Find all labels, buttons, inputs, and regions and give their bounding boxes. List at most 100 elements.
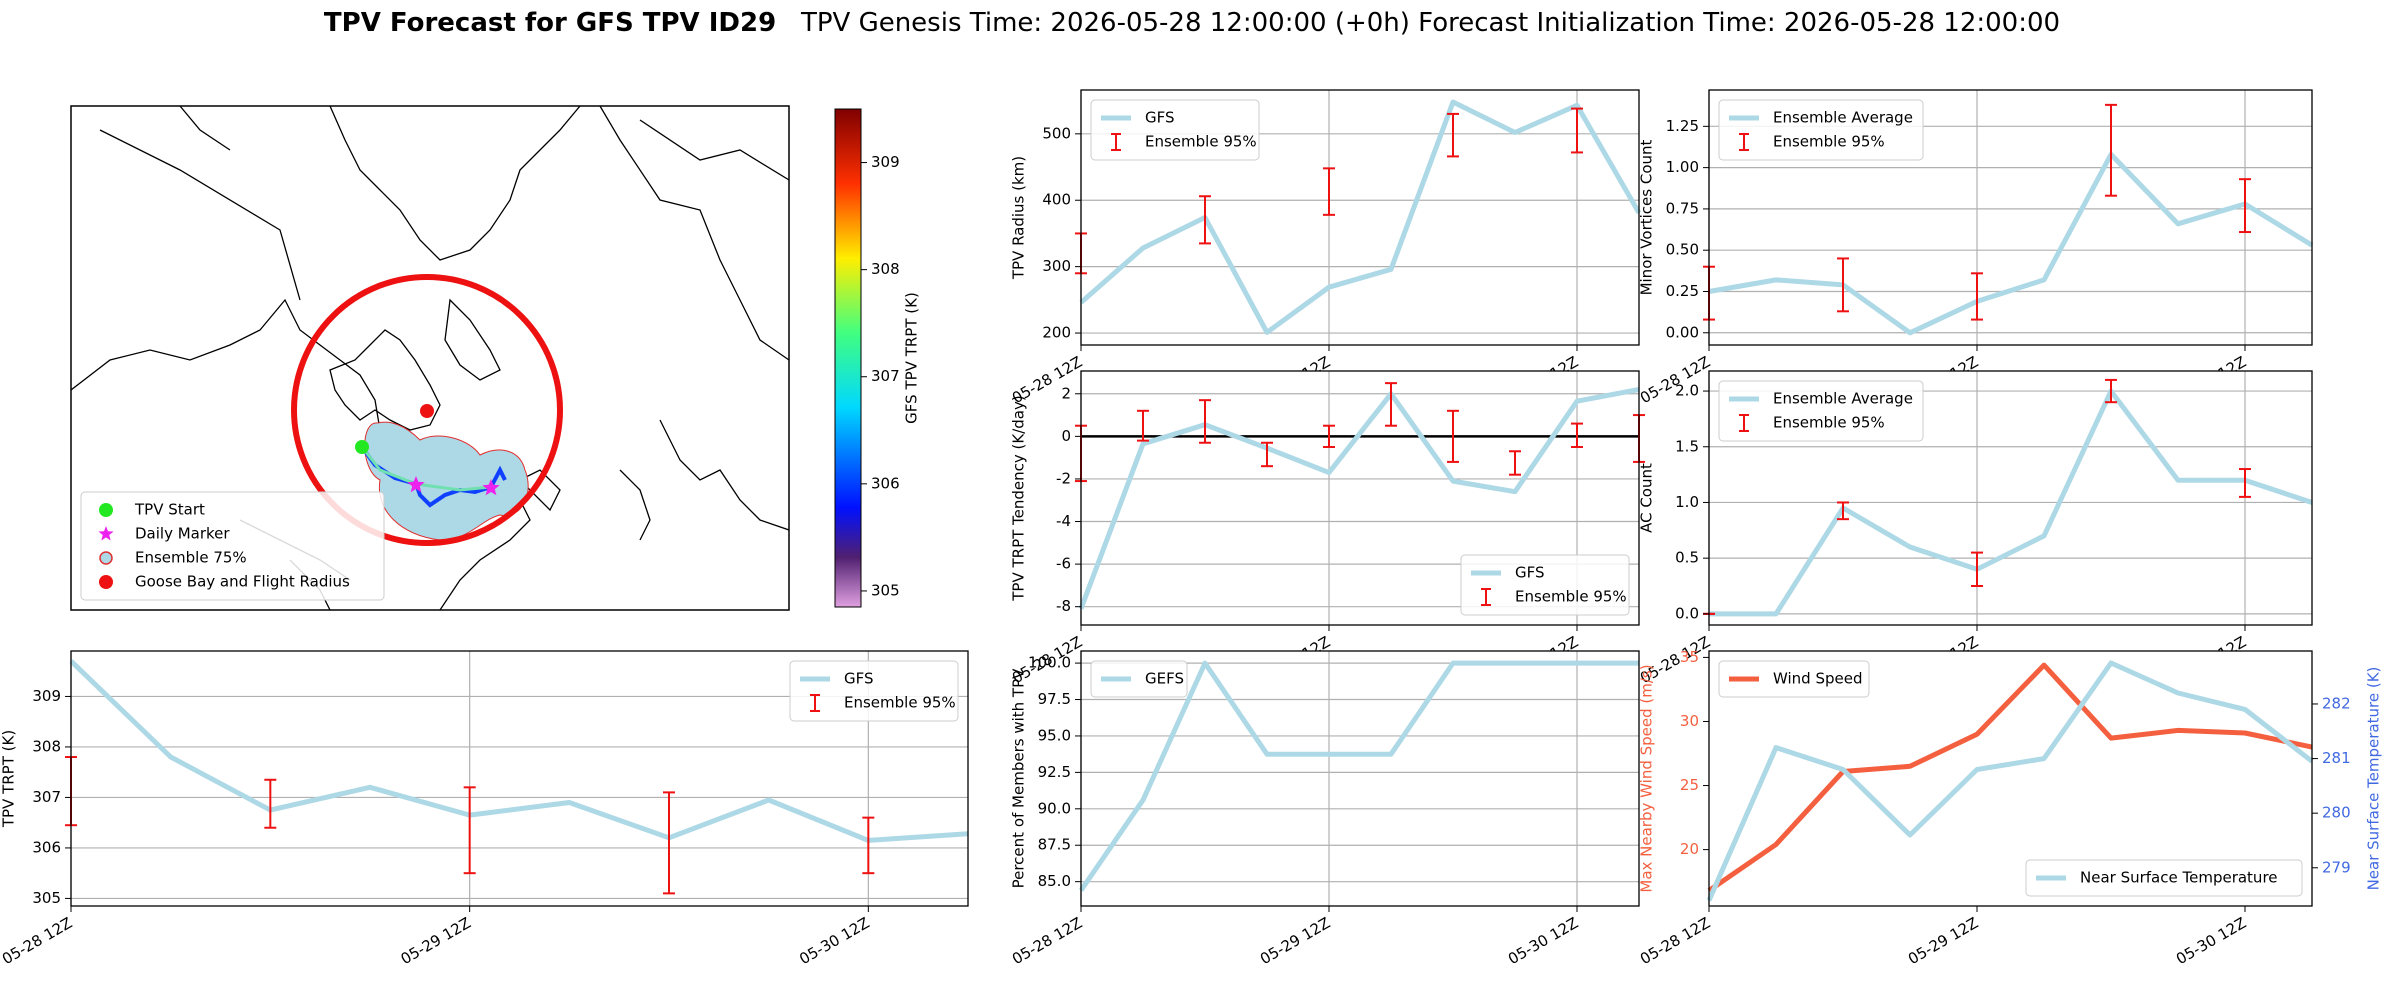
legend-label: GFS [1515, 564, 1545, 582]
y-tick-label: 305 [32, 889, 61, 907]
legend-label: Ensemble 95% [1145, 133, 1257, 151]
y-tick-label: 30 [1680, 712, 1699, 730]
y-tick-label: 308 [32, 737, 61, 755]
y-tick-label: 20 [1680, 840, 1699, 858]
y2-tick-label: 281 [2322, 749, 2351, 767]
plot-frame [1080, 89, 1640, 346]
legend-box [2025, 859, 2303, 897]
plot-frame [1080, 370, 1640, 626]
error-bar [1261, 441, 1273, 468]
y-axis-label: Max Nearby Wind Speed (m/s) [1638, 664, 1656, 892]
colorbar-label: GFS TPV TRPT (K) [903, 292, 921, 424]
legend-box [1718, 380, 1924, 442]
legend-box [1460, 554, 1630, 616]
y-tick-label: 1.00 [1666, 158, 1699, 176]
y-axis-label: Minor Vortices Count [1638, 139, 1656, 295]
y-tick-label: 0 [1061, 427, 1071, 445]
legend-label: Wind Speed [1773, 670, 1863, 688]
legend-box [789, 660, 959, 722]
error-bar [2105, 103, 2117, 197]
error-bar [1571, 107, 1583, 154]
y-tick-label: 0.25 [1666, 282, 1699, 300]
legend-marker [99, 575, 113, 589]
x-tick-label: 05-28 12Z [1009, 914, 1085, 968]
y-tick-label: 0.00 [1666, 323, 1699, 341]
series-line [1078, 387, 1640, 610]
error-bar [1837, 501, 1849, 521]
legend-label: Ensemble Average [1773, 390, 1913, 408]
legend-box [80, 491, 385, 601]
y-tick-label: -6 [1056, 555, 1071, 573]
legend-label: Goose Bay and Flight Radius [135, 573, 350, 591]
y-tick-label: 307 [32, 788, 61, 806]
x-tick-label: 05-30 12Z [2173, 914, 2249, 968]
error-bar [663, 791, 675, 895]
legend-label: GFS [1145, 109, 1175, 127]
x-tick-label: 05-29 12Z [1257, 914, 1333, 968]
plot-frame [1080, 650, 1640, 907]
y-tick-label: 87.5 [1038, 836, 1071, 854]
error-bar [1385, 382, 1397, 427]
legend-label: Ensemble 75% [135, 549, 247, 567]
y2-tick-label: 280 [2322, 804, 2351, 822]
colorbar-tick-label: 305 [871, 581, 900, 599]
y-tick-label: -8 [1056, 597, 1071, 615]
y-tick-label: -2 [1056, 469, 1071, 487]
error-bar [1323, 424, 1335, 449]
legend-marker [99, 503, 113, 517]
y-axis-label: AC Count [1638, 463, 1656, 533]
legend-label: GEFS [1145, 670, 1184, 688]
legend-label: Near Surface Temperature [2080, 869, 2278, 887]
plot-frame [1708, 370, 2313, 626]
x-tick-label: 05-30 12Z [1505, 914, 1581, 968]
y-tick-label: 1.5 [1675, 437, 1699, 455]
error-bar [1137, 409, 1149, 442]
legend-label: Ensemble 95% [1773, 414, 1885, 432]
y-tick-label: 500 [1042, 124, 1071, 142]
y2-tick-label: 282 [2322, 694, 2351, 712]
y-tick-label: 2.0 [1675, 382, 1699, 400]
legend-box [1718, 99, 1924, 161]
map-frame [70, 105, 790, 611]
y-tick-label: 90.0 [1038, 799, 1071, 817]
subtitle: TPV Genesis Time: 2026-05-28 12:00:00 (+… [800, 8, 2060, 38]
legend-label: Ensemble 95% [844, 694, 956, 712]
x-tick-label: 05-30 12Z [796, 914, 872, 968]
legend-marker [98, 526, 114, 541]
y-axis-label: Percent of Members with TPV [1010, 668, 1028, 889]
error-bar [1447, 409, 1459, 463]
y-axis-label: TPV TRPT Tendency (K/day) [1010, 395, 1028, 601]
error-bar [264, 778, 277, 829]
legend-label: GFS [844, 670, 874, 688]
plot-frame [1708, 650, 2313, 907]
plot-frame [70, 650, 969, 907]
legend-label: Ensemble 95% [1515, 588, 1627, 606]
y-tick-label: 95.0 [1038, 726, 1071, 744]
error-bar [1199, 399, 1211, 444]
y-axis-label: TPV Radius (km) [1010, 156, 1028, 280]
legend-box [1090, 99, 1260, 161]
x-tick-label: 05-28 12Z [0, 914, 75, 968]
error-bar [1971, 272, 1983, 321]
y-tick-label: 0.5 [1675, 549, 1699, 567]
y-tick-label: 400 [1042, 191, 1071, 209]
y-tick-label: 1.0 [1675, 493, 1699, 511]
error-bar [1837, 257, 1849, 313]
y-tick-label: 25 [1680, 776, 1699, 794]
figure-title: TPV Forecast for GFS TPV ID29 TPV Genesi… [324, 8, 2060, 38]
y-tick-label: 306 [32, 838, 61, 856]
error-bar [1571, 422, 1583, 449]
y2-axis-label: Near Surface Temperature (K) [2365, 667, 2383, 891]
error-bar [2239, 178, 2251, 234]
y-tick-label: 92.5 [1038, 763, 1071, 781]
colorbar-tick-label: 306 [871, 474, 900, 492]
error-bar [862, 816, 875, 875]
y-tick-label: 35 [1680, 648, 1699, 666]
colorbar-tick-label: 308 [871, 260, 900, 278]
error-bar [1509, 450, 1521, 476]
y-tick-label: -4 [1056, 512, 1071, 530]
legend-label: Ensemble Average [1773, 109, 1913, 127]
x-tick-label: 05-29 12Z [398, 914, 474, 968]
